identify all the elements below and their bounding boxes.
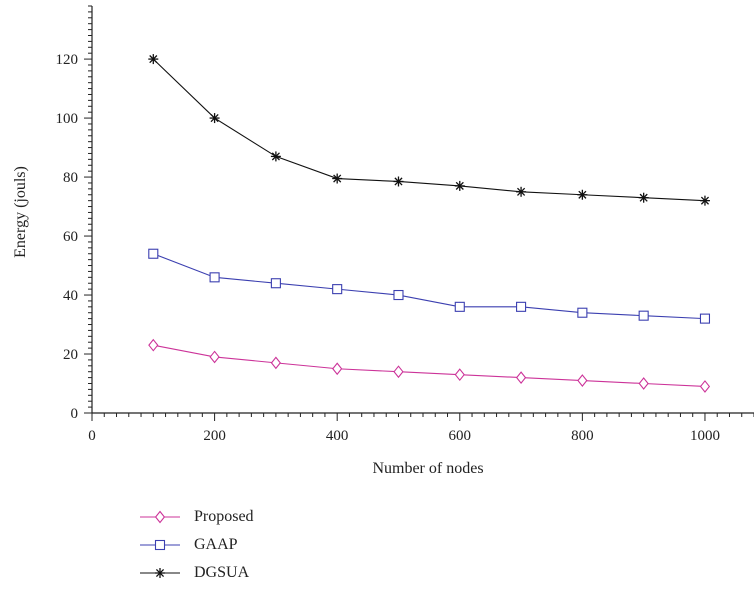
y-tick-label: 100 (56, 111, 79, 127)
data-point-proposed (270, 356, 281, 370)
line-chart: 0 200 400 600 800 1000 0 20 40 60 80 100 120 Number … (12, 5, 754, 477)
data-point-gaap (577, 307, 588, 318)
series-markers (148, 54, 711, 393)
legend-label-dgsua: DGSUA (194, 564, 250, 581)
x-axis-title: Number of nodes (372, 460, 483, 477)
data-point-proposed (577, 374, 588, 387)
legend-label-proposed: Proposed (194, 508, 254, 525)
legend-marker-proposed (154, 510, 166, 524)
series-line-proposed (153, 344, 705, 388)
data-point-proposed (393, 365, 404, 379)
y-axis-title: Energy (jouls) (12, 166, 29, 258)
data-point-gaap (638, 310, 649, 321)
legend-label-gaap: GAAP (194, 536, 238, 553)
legend-swatch-proposed (140, 510, 180, 524)
data-point-dgsua (699, 195, 710, 206)
data-point-dgsua (516, 186, 527, 197)
series-line-gaap (153, 253, 705, 320)
data-point-proposed (515, 371, 527, 384)
data-point-gaap (699, 313, 711, 324)
data-point-gaap (454, 301, 465, 312)
data-point-gaap (148, 248, 159, 259)
x-tick-label: 1000 (690, 428, 720, 444)
tick-labels: 0 200 400 600 800 1000 0 20 40 60 80 100 120 (56, 52, 720, 444)
legend-marker-dgsua (155, 568, 165, 578)
data-point-proposed (699, 380, 711, 393)
data-point-dgsua (148, 54, 159, 65)
x-tick-label: 400 (326, 428, 349, 444)
y-tick-label: 120 (56, 52, 79, 68)
x-tick-label: 0 (88, 428, 96, 444)
x-tick-label: 800 (571, 428, 594, 444)
legend-marker-gaap (154, 539, 166, 551)
data-point-proposed (454, 368, 465, 382)
data-point-gaap (332, 284, 343, 295)
data-point-proposed (332, 362, 343, 376)
y-tick-label: 60 (63, 229, 78, 245)
data-point-proposed (209, 350, 220, 364)
series-lines (152, 58, 705, 388)
y-tick-label: 40 (63, 288, 78, 304)
data-point-dgsua (393, 176, 404, 187)
x-tick-label: 200 (203, 428, 226, 444)
data-point-gaap (516, 301, 527, 312)
data-point-dgsua (209, 113, 220, 124)
data-point-dgsua (638, 192, 649, 203)
data-point-dgsua (270, 151, 281, 162)
y-tick-label: 0 (71, 406, 79, 422)
axis-ticks (84, 5, 754, 421)
legend-swatch-dgsua (140, 568, 180, 578)
data-point-gaap (270, 278, 281, 289)
x-tick-label: 600 (449, 428, 472, 444)
y-tick-label: 20 (63, 347, 78, 363)
data-point-dgsua (332, 173, 343, 184)
data-point-dgsua (577, 189, 588, 200)
series-line-dgsua (152, 58, 705, 202)
y-tick-label: 80 (63, 170, 78, 186)
data-point-proposed (638, 377, 649, 390)
legend-swatch-gaap (140, 539, 180, 551)
data-point-dgsua (454, 180, 465, 191)
data-point-gaap (393, 289, 404, 301)
data-point-proposed (148, 338, 159, 352)
data-point-gaap (209, 272, 220, 283)
